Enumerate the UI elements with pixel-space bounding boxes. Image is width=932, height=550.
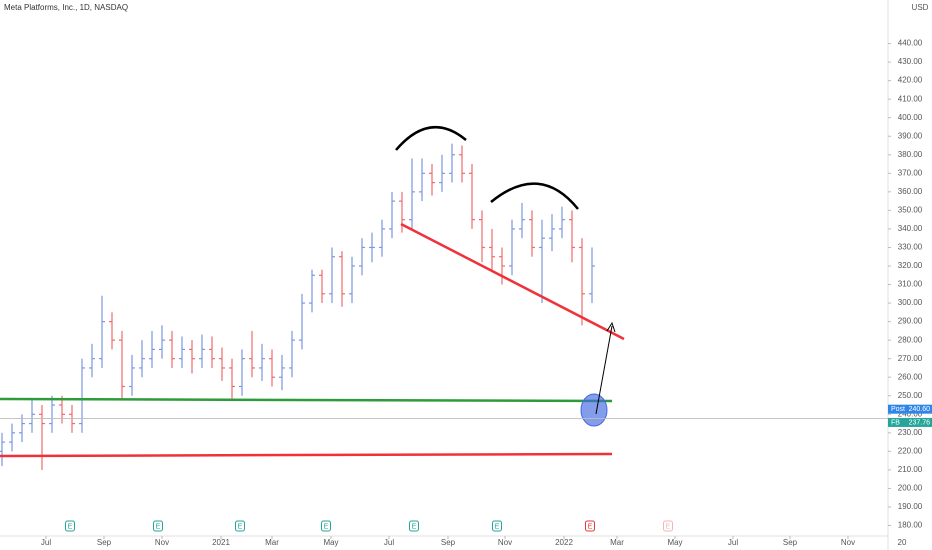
- arrow-head: [606, 321, 616, 333]
- y-tick-label: 310.00: [898, 280, 923, 289]
- y-tick-label: 280.00: [898, 335, 923, 344]
- x-tick-label: Jul: [41, 538, 51, 547]
- price-label-value: 240.60: [909, 406, 931, 413]
- support-line: [0, 397, 613, 403]
- earnings-label: E: [666, 523, 671, 530]
- x-tick-label: Sep: [441, 538, 456, 547]
- x-tick-label: 20: [898, 538, 907, 547]
- earnings-label: E: [588, 523, 593, 530]
- shoulder-arc: [490, 182, 579, 210]
- x-tick-label: Sep: [783, 538, 798, 547]
- neckline: [400, 222, 625, 341]
- earnings-marker: [585, 520, 595, 532]
- earnings-marker: [321, 520, 331, 532]
- y-tick-label: 430.00: [898, 57, 923, 66]
- y-tick-label: 290.00: [898, 317, 923, 326]
- y-tick-label: 410.00: [898, 94, 923, 103]
- price-label-name: FB: [891, 419, 900, 426]
- x-tick-label: 2022: [555, 538, 573, 547]
- x-tick-label: Nov: [841, 538, 855, 547]
- bars: [0, 143, 595, 470]
- y-tick-label: 190.00: [898, 502, 923, 511]
- x-tick-label: Nov: [498, 538, 512, 547]
- chart-title: Meta Platforms, Inc., 1D, NASDAQ: [4, 3, 128, 12]
- x-tick-label: Mar: [610, 538, 624, 547]
- arrow: [595, 325, 613, 415]
- y-tick-label: 360.00: [898, 187, 923, 196]
- price-label-box: [888, 404, 932, 414]
- price-label-value: 237.76: [909, 419, 931, 426]
- y-tick-label: 240.00: [898, 409, 923, 418]
- x-tick-label: 2021: [212, 538, 230, 547]
- currency: USD: [912, 3, 929, 12]
- x-tick-label: May: [323, 538, 338, 547]
- price-label-box: [888, 417, 932, 427]
- earnings-label: E: [324, 523, 329, 530]
- earnings-marker: [235, 520, 245, 532]
- y-tick-label: 250.00: [898, 391, 923, 400]
- x-tick-label: Sep: [97, 538, 112, 547]
- y-tick-label: 300.00: [898, 298, 923, 307]
- y-tick-label: 320.00: [898, 261, 923, 270]
- y-tick-label: 330.00: [898, 243, 923, 252]
- highlight-ellipse: [580, 393, 608, 427]
- y-tick-label: 390.00: [898, 131, 923, 140]
- y-tick-label: 420.00: [898, 76, 923, 85]
- earnings-label: E: [68, 523, 73, 530]
- earnings-label: E: [156, 523, 161, 530]
- earnings-label: E: [495, 523, 500, 530]
- earnings-marker: [153, 520, 163, 532]
- drawings: [0, 125, 625, 458]
- y-tick-label: 400.00: [898, 113, 923, 122]
- support-line: [0, 452, 613, 458]
- x-tick-label: May: [667, 538, 682, 547]
- y-tick-label: 200.00: [898, 484, 923, 493]
- earnings-marker: [65, 520, 75, 532]
- earnings-label: E: [412, 523, 417, 530]
- y-tick-label: 380.00: [898, 150, 923, 159]
- head-arc: [395, 125, 467, 151]
- y-tick-label: 220.00: [898, 446, 923, 455]
- earnings-marker: [409, 520, 419, 532]
- y-tick-label: 340.00: [898, 224, 923, 233]
- x-tick-label: Jul: [384, 538, 394, 547]
- y-tick-label: 270.00: [898, 354, 923, 363]
- earnings-marker: [663, 520, 673, 532]
- y-tick-label: 210.00: [898, 465, 923, 474]
- y-tick-label: 260.00: [898, 372, 923, 381]
- y-tick-label: 350.00: [898, 205, 923, 214]
- x-tick-label: Jul: [728, 538, 738, 547]
- x-tick-label: Nov: [155, 538, 169, 547]
- y-tick-label: 370.00: [898, 168, 923, 177]
- price-label-name: Post: [891, 406, 905, 413]
- earnings-marker: [492, 520, 502, 532]
- y-tick-label: 230.00: [898, 428, 923, 437]
- x-tick-label: Mar: [265, 538, 279, 547]
- earnings-label: E: [238, 523, 243, 530]
- y-tick-label: 180.00: [898, 521, 923, 530]
- y-tick-label: 440.00: [898, 39, 923, 48]
